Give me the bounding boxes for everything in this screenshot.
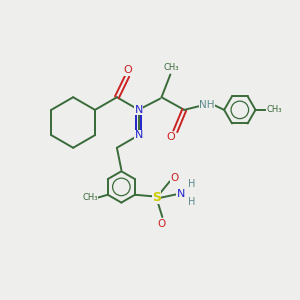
Text: O: O — [124, 65, 132, 76]
Text: CH₃: CH₃ — [82, 193, 98, 202]
Text: O: O — [170, 173, 178, 183]
Text: N: N — [177, 189, 185, 199]
Text: NH: NH — [199, 100, 215, 110]
Text: O: O — [158, 219, 166, 229]
Text: H: H — [188, 196, 196, 207]
Text: CH₃: CH₃ — [266, 105, 282, 114]
Text: N: N — [135, 105, 143, 115]
Text: O: O — [167, 132, 175, 142]
Text: H: H — [188, 179, 196, 189]
Text: N: N — [135, 130, 143, 140]
Text: S: S — [152, 191, 161, 204]
Text: CH₃: CH₃ — [163, 64, 179, 73]
